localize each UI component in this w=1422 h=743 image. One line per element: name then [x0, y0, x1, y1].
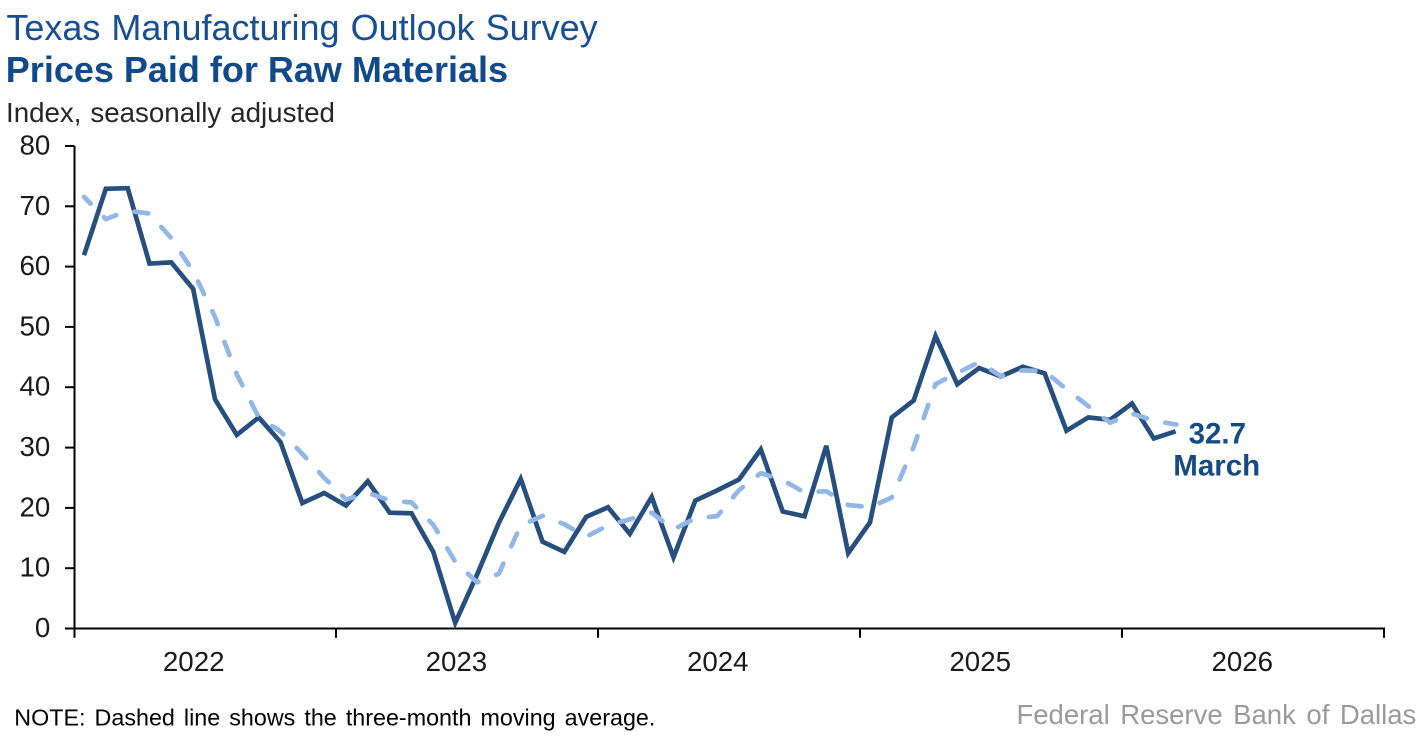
- svg-text:60: 60: [19, 250, 50, 281]
- svg-text:NOTE: Dashed line shows the th: NOTE: Dashed line shows the three-month …: [14, 705, 655, 731]
- svg-text:20: 20: [19, 491, 50, 522]
- svg-text:2026: 2026: [1211, 646, 1273, 677]
- svg-text:0: 0: [35, 612, 50, 643]
- svg-text:2024: 2024: [687, 646, 749, 677]
- svg-text:2023: 2023: [426, 646, 488, 677]
- svg-text:32.7: 32.7: [1189, 417, 1246, 450]
- svg-text:80: 80: [19, 130, 50, 161]
- svg-text:10: 10: [19, 552, 50, 583]
- svg-text:Index, seasonally adjusted: Index, seasonally adjusted: [6, 97, 335, 128]
- svg-text:40: 40: [19, 371, 50, 402]
- svg-text:Federal Reserve Bank of Dallas: Federal Reserve Bank of Dallas: [1016, 699, 1416, 730]
- svg-text:50: 50: [19, 311, 50, 342]
- svg-text:2022: 2022: [163, 646, 225, 677]
- svg-text:30: 30: [19, 431, 50, 462]
- svg-text:70: 70: [19, 190, 50, 221]
- svg-text:2025: 2025: [949, 646, 1011, 677]
- svg-text:Prices Paid for Raw Materials: Prices Paid for Raw Materials: [6, 49, 508, 90]
- svg-text:Texas Manufacturing Outlook Su: Texas Manufacturing Outlook Survey: [6, 7, 597, 48]
- svg-text:March: March: [1173, 450, 1260, 483]
